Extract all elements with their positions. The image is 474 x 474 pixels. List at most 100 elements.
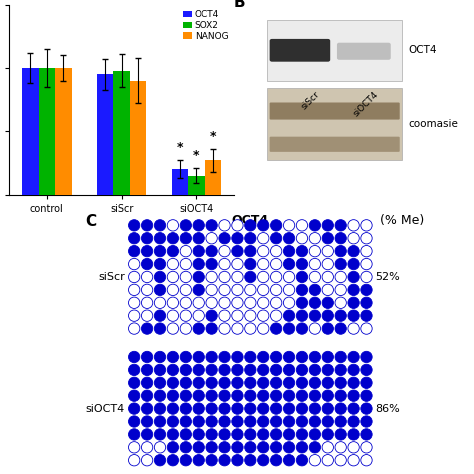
Circle shape — [245, 310, 256, 321]
Circle shape — [361, 284, 372, 296]
FancyBboxPatch shape — [270, 102, 400, 119]
Circle shape — [271, 310, 282, 321]
Bar — [188, 175, 205, 194]
Circle shape — [283, 258, 295, 270]
Circle shape — [335, 258, 346, 270]
Circle shape — [219, 364, 230, 375]
Circle shape — [206, 246, 217, 257]
Circle shape — [155, 455, 166, 466]
Circle shape — [206, 258, 217, 270]
Circle shape — [128, 416, 140, 427]
Circle shape — [206, 233, 217, 244]
Circle shape — [296, 271, 308, 283]
Circle shape — [193, 323, 204, 334]
Circle shape — [283, 219, 295, 231]
FancyBboxPatch shape — [270, 137, 400, 152]
Circle shape — [245, 455, 256, 466]
Circle shape — [193, 416, 204, 427]
Circle shape — [232, 442, 243, 453]
Circle shape — [232, 377, 243, 389]
Circle shape — [141, 429, 153, 440]
Circle shape — [335, 271, 346, 283]
Circle shape — [155, 310, 166, 321]
Circle shape — [206, 219, 217, 231]
Circle shape — [309, 233, 320, 244]
Circle shape — [141, 219, 153, 231]
Text: siOCT4: siOCT4 — [86, 403, 125, 414]
Circle shape — [219, 351, 230, 363]
Circle shape — [167, 455, 179, 466]
Circle shape — [309, 351, 320, 363]
Circle shape — [245, 442, 256, 453]
Circle shape — [322, 284, 333, 296]
Circle shape — [283, 297, 295, 309]
Circle shape — [271, 429, 282, 440]
Circle shape — [167, 258, 179, 270]
Circle shape — [296, 429, 308, 440]
Circle shape — [322, 246, 333, 257]
Circle shape — [206, 323, 217, 334]
Circle shape — [155, 258, 166, 270]
Circle shape — [232, 416, 243, 427]
Circle shape — [296, 390, 308, 401]
FancyBboxPatch shape — [267, 20, 402, 81]
Circle shape — [167, 442, 179, 453]
Circle shape — [257, 284, 269, 296]
Circle shape — [361, 246, 372, 257]
Circle shape — [271, 351, 282, 363]
Circle shape — [141, 297, 153, 309]
Circle shape — [245, 219, 256, 231]
Circle shape — [271, 219, 282, 231]
Circle shape — [232, 219, 243, 231]
Circle shape — [232, 429, 243, 440]
FancyBboxPatch shape — [270, 39, 330, 62]
Circle shape — [180, 351, 191, 363]
Text: OCT4: OCT4 — [409, 46, 437, 55]
Circle shape — [245, 323, 256, 334]
Circle shape — [283, 351, 295, 363]
Circle shape — [167, 297, 179, 309]
Circle shape — [180, 310, 191, 321]
Circle shape — [322, 233, 333, 244]
Circle shape — [257, 403, 269, 414]
Circle shape — [296, 233, 308, 244]
Text: siScr: siScr — [99, 272, 125, 282]
Circle shape — [232, 233, 243, 244]
Bar — [39, 68, 55, 194]
Circle shape — [128, 429, 140, 440]
Circle shape — [309, 429, 320, 440]
Circle shape — [257, 416, 269, 427]
Circle shape — [180, 297, 191, 309]
Circle shape — [283, 271, 295, 283]
Circle shape — [180, 271, 191, 283]
Circle shape — [180, 258, 191, 270]
Circle shape — [309, 377, 320, 389]
Circle shape — [322, 390, 333, 401]
Circle shape — [141, 271, 153, 283]
Circle shape — [232, 271, 243, 283]
Circle shape — [271, 297, 282, 309]
Circle shape — [283, 364, 295, 375]
Circle shape — [348, 442, 359, 453]
Text: 52%: 52% — [375, 272, 400, 282]
Circle shape — [232, 351, 243, 363]
Circle shape — [180, 429, 191, 440]
Circle shape — [257, 390, 269, 401]
Circle shape — [245, 258, 256, 270]
Circle shape — [283, 403, 295, 414]
Circle shape — [193, 351, 204, 363]
Circle shape — [322, 364, 333, 375]
Circle shape — [335, 219, 346, 231]
Circle shape — [309, 403, 320, 414]
Circle shape — [348, 297, 359, 309]
Circle shape — [180, 246, 191, 257]
Circle shape — [361, 416, 372, 427]
Circle shape — [219, 310, 230, 321]
Circle shape — [296, 442, 308, 453]
Legend: OCT4, SOX2, NANOG: OCT4, SOX2, NANOG — [182, 9, 229, 42]
Circle shape — [283, 416, 295, 427]
Circle shape — [245, 403, 256, 414]
Circle shape — [167, 310, 179, 321]
Circle shape — [257, 323, 269, 334]
Circle shape — [245, 429, 256, 440]
